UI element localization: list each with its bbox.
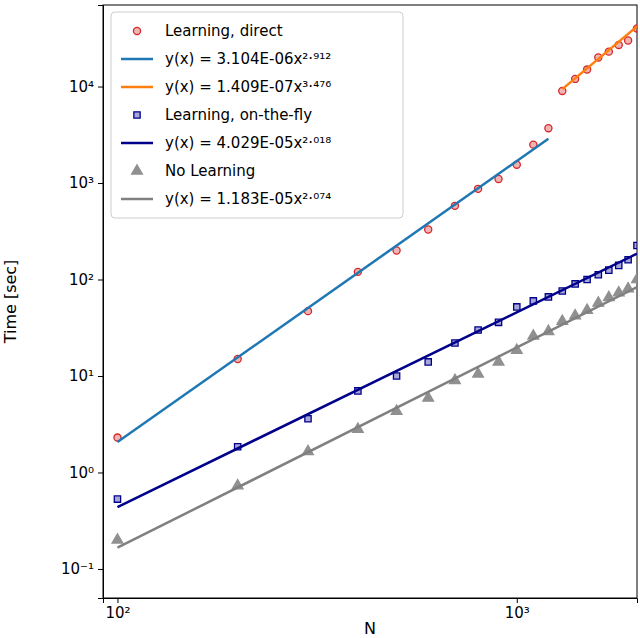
x-tick: 10² <box>105 598 130 622</box>
y-tick: 10⁴ <box>69 78 103 96</box>
y-tick-mark <box>98 183 103 184</box>
legend-swatch <box>133 27 140 34</box>
legend-label: y(x) = 1.409E-07x³·⁴⁷⁶ <box>165 78 331 96</box>
x-axis-line <box>104 599 638 604</box>
x-tick-mark <box>117 598 118 603</box>
y-tick: 10³ <box>69 174 103 192</box>
data-point <box>393 373 399 379</box>
legend: Learning, direct y(x) = 3.104E-06x²·⁹¹² y(… <box>111 12 403 218</box>
y-tick: 10² <box>69 271 103 289</box>
y-tick-label: 10¹ <box>69 367 94 385</box>
fit-line <box>562 26 637 89</box>
legend-label: y(x) = 1.183E-05x²·⁰⁷⁴ <box>165 190 331 208</box>
legend-swatch <box>121 86 153 89</box>
y-tick-label: 10² <box>69 271 94 289</box>
x-tick-mark <box>517 598 518 603</box>
x-tick: 10³ <box>505 598 530 622</box>
data-point <box>112 534 123 543</box>
data-point <box>625 37 632 44</box>
legend-label: No Learning <box>165 162 255 180</box>
legend-swatch <box>121 58 153 61</box>
legend-box <box>111 12 403 218</box>
legend-label: y(x) = 4.029E-05x²·⁰¹⁸ <box>165 134 331 152</box>
y-tick-label: 10⁰ <box>69 464 94 482</box>
y-axis-title: Time [sec] <box>1 260 20 345</box>
y-tick-mark <box>98 280 103 281</box>
data-point <box>632 273 637 282</box>
data-point <box>425 359 431 365</box>
y-tick-label: 10³ <box>69 174 94 192</box>
plot-frame <box>103 5 637 598</box>
legend-label: y(x) = 3.104E-06x²·⁹¹² <box>165 50 331 68</box>
plot-area: 10² 10³ 10⁻¹ 10⁰ 10¹ 10² 10³ 10⁴ Learning, direc… <box>61 5 640 622</box>
legend-swatch <box>132 165 143 174</box>
x-axis-title: N <box>364 619 376 638</box>
x-tick-label: 10² <box>105 604 130 622</box>
y-tick-mark <box>98 472 103 473</box>
y-tick-mark <box>98 569 103 570</box>
legend-swatch <box>121 142 153 145</box>
legend-label: Learning, on-the-fly <box>165 106 312 124</box>
x-tick-label: 10³ <box>505 604 530 622</box>
y-tick-label: 10⁴ <box>69 78 94 96</box>
legend-label: Learning, direct <box>165 22 283 40</box>
y-tick-mark <box>98 87 103 88</box>
data-point <box>425 226 432 233</box>
data-point <box>514 304 520 310</box>
legend-swatch <box>121 198 153 201</box>
y-tick-label: 10⁻¹ <box>61 560 94 578</box>
data-point <box>634 242 637 248</box>
chart: 10² 10³ 10⁻¹ 10⁰ 10¹ 10² 10³ 10⁴ Learning, direc… <box>0 0 640 638</box>
y-tick-mark <box>98 376 103 377</box>
fit-line <box>117 254 637 507</box>
y-tick: 10⁰ <box>69 464 103 482</box>
data-point <box>545 125 552 132</box>
fit-line <box>117 287 637 548</box>
y-tick: 10¹ <box>69 367 103 385</box>
data-point <box>114 496 120 502</box>
legend-swatch <box>134 112 140 118</box>
y-axis: 10⁻¹ 10⁰ 10¹ 10² 10³ 10⁴ <box>61 6 104 599</box>
y-tick: 10⁻¹ <box>61 560 103 578</box>
